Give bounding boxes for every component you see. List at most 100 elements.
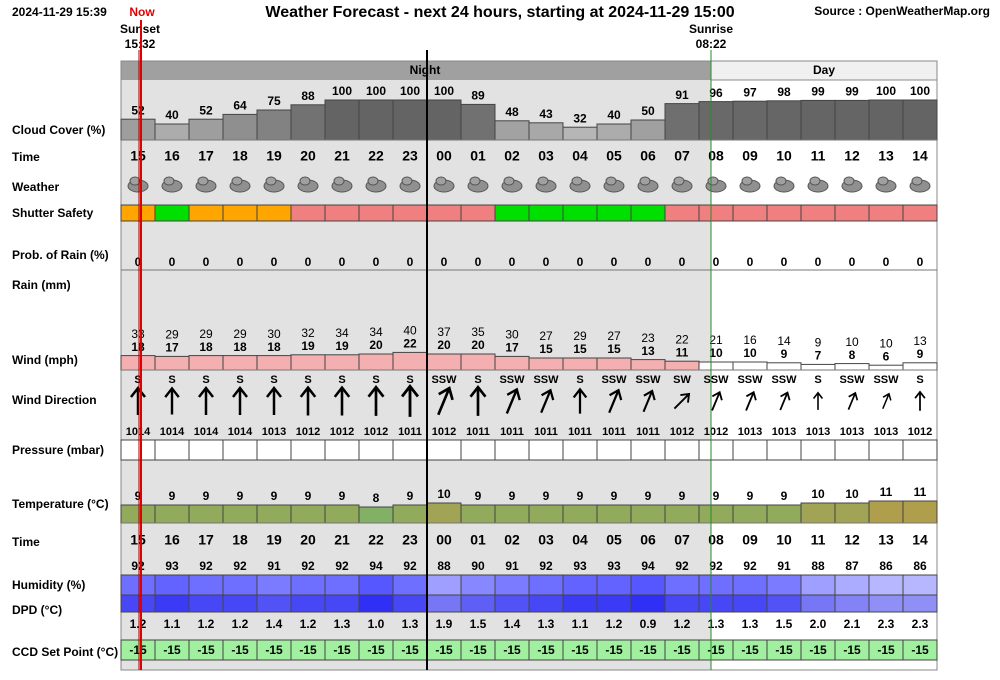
cloud-value: 99 xyxy=(845,85,859,99)
row-label: Time xyxy=(12,150,40,164)
cloud-bar xyxy=(290,104,326,141)
wind-bar xyxy=(290,354,326,371)
wind-dir: SSW xyxy=(533,374,559,386)
cloud-bar xyxy=(664,103,700,141)
wind-bar xyxy=(120,355,156,371)
arrow-shape xyxy=(540,388,555,414)
wind-dir: SW xyxy=(673,374,691,386)
hour: 21 xyxy=(334,148,350,164)
hour: 23 xyxy=(402,532,418,548)
humidity-cell xyxy=(426,574,462,596)
humidity-value: 92 xyxy=(233,559,247,573)
ccd-value: -15 xyxy=(571,643,589,657)
wind-value: 9 xyxy=(917,347,924,361)
shutter-cell xyxy=(426,204,462,222)
humidity-cell xyxy=(834,574,870,596)
temp-bar xyxy=(834,502,870,524)
pressure-cell xyxy=(664,439,700,461)
hour: 09 xyxy=(742,532,758,548)
temp-value: 11 xyxy=(914,485,927,499)
wind-dir: SSW xyxy=(635,374,661,386)
hour: 15 xyxy=(130,532,146,548)
hour: 17 xyxy=(198,532,214,548)
prob-rain: 0 xyxy=(475,255,482,269)
dpd-cell xyxy=(324,594,360,613)
wind-dir: SSW xyxy=(839,374,865,386)
pressure-value: 1011 xyxy=(398,426,422,438)
ccd-value: -15 xyxy=(503,643,521,657)
shutter-cell xyxy=(562,204,598,222)
shutter-cell xyxy=(256,204,292,222)
humidity-cell xyxy=(392,574,428,596)
dpd-value: 1.9 xyxy=(436,617,453,631)
hour: 18 xyxy=(232,532,248,548)
shutter-cell xyxy=(868,204,904,222)
shutter-cell xyxy=(358,204,394,222)
prob-rain: 0 xyxy=(237,255,244,269)
prob-rain: 0 xyxy=(339,255,346,269)
temp-value: 9 xyxy=(237,489,244,503)
wind-value: 20 xyxy=(369,338,383,352)
cloud-bar xyxy=(902,99,938,141)
shutter-cell xyxy=(664,204,700,222)
gust-value: 29 xyxy=(165,328,179,342)
weather-icon xyxy=(163,176,175,186)
dpd-cell xyxy=(290,594,326,613)
cloud-value: 98 xyxy=(777,85,791,99)
ccd-value: -15 xyxy=(809,643,827,657)
humidity-cell xyxy=(528,574,564,596)
wind-value: 15 xyxy=(607,342,621,356)
arrow-shape xyxy=(673,392,691,410)
wind-value: 18 xyxy=(199,340,213,354)
weather-icon xyxy=(809,176,821,186)
wind-dir: SSW xyxy=(703,374,729,386)
hour: 03 xyxy=(538,532,554,548)
hour: 07 xyxy=(674,532,690,548)
wind-value: 11 xyxy=(676,345,689,359)
dpd-cell xyxy=(154,594,190,613)
shutter-cell xyxy=(698,204,734,222)
pressure-cell xyxy=(698,439,734,461)
arrow-shape xyxy=(367,384,385,416)
cloud-value: 91 xyxy=(675,88,689,102)
wind-bar xyxy=(834,363,870,371)
pressure-value: 1014 xyxy=(126,426,151,438)
pressure-cell xyxy=(358,439,394,461)
humidity-cell xyxy=(358,574,394,596)
hour: 08 xyxy=(708,532,724,548)
row-label: Wind Direction xyxy=(12,393,97,407)
hour: 12 xyxy=(844,532,860,548)
wind-dir: SSW xyxy=(771,374,797,386)
temp-bar xyxy=(732,504,768,524)
dpd-cell xyxy=(392,594,428,613)
dpd-value: 1.3 xyxy=(402,617,419,631)
cloud-value: 100 xyxy=(434,84,454,98)
temp-bar xyxy=(800,502,836,524)
weather-icon xyxy=(401,176,413,186)
humidity-value: 94 xyxy=(369,559,383,573)
wind-dir: SSW xyxy=(601,374,627,386)
hour: 06 xyxy=(640,148,656,164)
gust-value: 10 xyxy=(845,335,859,349)
wind-bar xyxy=(426,353,462,371)
wind-value: 15 xyxy=(539,342,553,356)
pressure-value: 1014 xyxy=(194,426,219,438)
temp-value: 9 xyxy=(543,489,550,503)
pressure-value: 1011 xyxy=(602,426,626,438)
weather-icon xyxy=(843,176,855,186)
row-label: Shutter Safety xyxy=(12,206,94,220)
cloud-bar xyxy=(426,99,462,141)
arrow-shape xyxy=(608,388,623,414)
wind-value: 17 xyxy=(165,341,179,355)
temp-value: 9 xyxy=(611,489,618,503)
now-label: Now xyxy=(129,5,155,19)
weather-icon xyxy=(673,176,685,186)
wind-bar xyxy=(868,364,904,371)
cloud-bar xyxy=(562,126,598,141)
pressure-value: 1013 xyxy=(738,426,762,438)
temp-value: 9 xyxy=(339,489,346,503)
humidity-value: 93 xyxy=(165,559,179,573)
pressure-cell xyxy=(426,439,462,461)
wind-arrow xyxy=(540,388,555,414)
weather-icon xyxy=(639,176,651,186)
